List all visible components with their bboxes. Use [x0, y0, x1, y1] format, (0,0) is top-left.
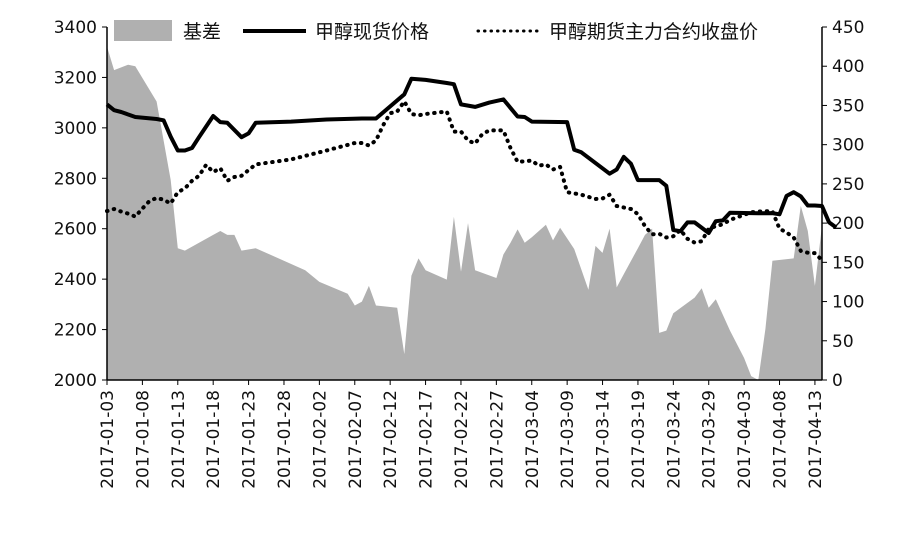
x-tick-label: 2017-01-13: [169, 390, 189, 489]
x-tick-label: 2017-03-09: [558, 390, 578, 489]
y-right-tick-label: 350: [832, 96, 864, 116]
y-left-tick-label: 2600: [54, 220, 97, 240]
axes: 2000 2200 2400 2600 2800 3000 3200 3400 0 50 100 15…: [54, 18, 865, 489]
x-tick-label: 2017-01-08: [133, 390, 153, 489]
x-tick-label: 2017-02-02: [310, 390, 330, 489]
x-tick-label: 2017-04-13: [806, 390, 826, 489]
x-tick-label: 2017-02-27: [487, 390, 507, 489]
x-tick-label: 2017-03-04: [523, 390, 543, 489]
basis-area-layer: [107, 46, 822, 380]
y-left-tick-label: 3000: [54, 119, 97, 139]
x-tick-label: 2017-03-19: [629, 390, 649, 489]
series-line-1: [105, 76, 838, 235]
legend: 基差 甲醇现货价格 甲醇期货主力合约收盘价: [114, 20, 758, 43]
y-left-tick-label: 2800: [54, 169, 97, 189]
y-left-tick-label: 3400: [54, 18, 97, 38]
y-left-tick-label: 2000: [54, 371, 97, 391]
legend-label-basis: 基差: [183, 21, 221, 43]
series-line-2: [105, 99, 824, 263]
y-right-tick-label: 200: [832, 214, 864, 234]
y-left-tick-label: 2400: [54, 270, 97, 290]
y-right-tick-label: 400: [832, 57, 864, 77]
y-right-tick-label: 150: [832, 253, 864, 273]
y-right-tick-label: 300: [832, 136, 864, 156]
x-tick-label: 2017-02-17: [417, 390, 437, 489]
x-tick-label: 2017-03-14: [594, 390, 614, 489]
series-area-0: [107, 46, 822, 380]
x-tick-label: 2017-01-23: [240, 390, 260, 489]
x-tick-label: 2017-02-12: [381, 390, 401, 489]
y-left-tick-label: 3200: [54, 68, 97, 88]
legend-label-spot-price: 甲醇现货价格: [315, 21, 429, 43]
legend-label-futures-close: 甲醇期货主力合约收盘价: [549, 21, 758, 43]
y-right-tick-label: 100: [832, 293, 864, 313]
y-right-tick-label: 250: [832, 175, 864, 195]
line-series-layer: [105, 76, 838, 263]
x-tick-label: 2017-02-07: [346, 390, 366, 489]
x-tick-label: 2017-01-18: [204, 390, 224, 489]
y-right-tick-label: 0: [832, 371, 843, 391]
x-tick-label: 2017-04-03: [735, 390, 755, 489]
x-tick-label: 2017-01-03: [98, 390, 118, 489]
x-tick-label: 2017-03-29: [700, 390, 720, 489]
x-tick-label: 2017-01-28: [275, 390, 295, 489]
y-left-tick-label: 2200: [54, 321, 97, 341]
x-tick-label: 2017-03-24: [664, 390, 684, 489]
x-tick-label: 2017-04-08: [771, 390, 791, 489]
y-right-tick-label: 450: [832, 18, 864, 38]
y-right-tick-label: 50: [832, 332, 854, 352]
x-tick-label: 2017-02-22: [452, 390, 472, 489]
legend-swatch-basis: [114, 20, 172, 41]
